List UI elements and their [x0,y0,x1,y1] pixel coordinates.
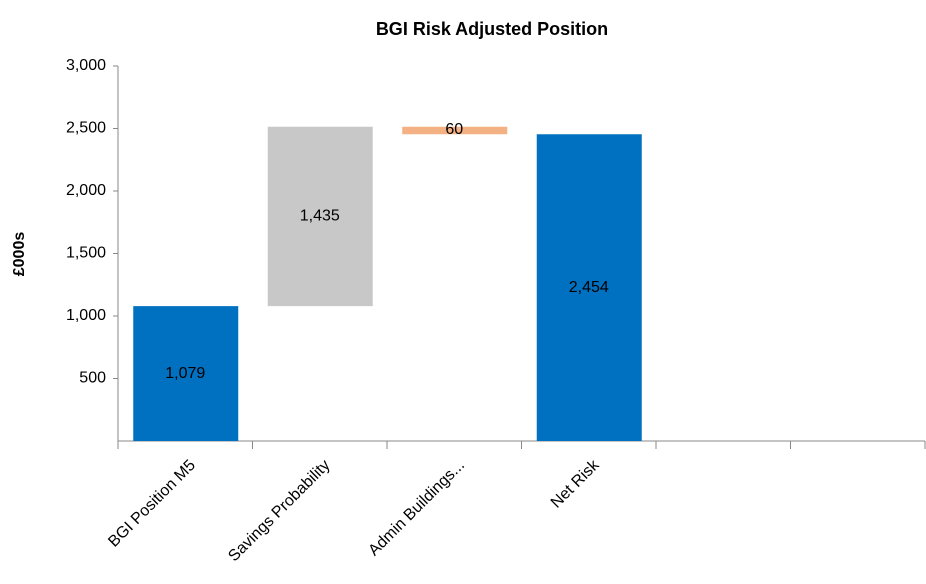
y-tick-label: 2,500 [66,120,106,137]
data-label: 1,079 [165,365,205,382]
bar [267,126,373,307]
x-tick-label: Admin Buildings... [365,457,468,560]
bar [536,134,642,441]
data-label: 60 [445,121,463,138]
x-tick-label: BGI Position M5 [105,457,199,551]
x-tick-label: Net Risk [548,456,603,511]
y-tick-label: 1,500 [66,245,106,262]
data-label: 1,435 [300,208,340,225]
y-tick-label: 1,000 [66,307,106,324]
y-axis-label: £000s [11,232,28,277]
bar [133,306,239,441]
chart-title: BGI Risk Adjusted Position [376,19,608,39]
y-tick-label: 2,000 [66,182,106,199]
bar [402,126,508,135]
y-tick-label: 3,000 [66,57,106,74]
y-tick-label: 500 [79,370,106,387]
x-tick-label: Savings Probability [225,457,333,565]
data-label: 2,454 [569,279,609,296]
